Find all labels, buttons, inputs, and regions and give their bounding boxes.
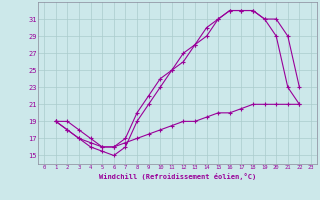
X-axis label: Windchill (Refroidissement éolien,°C): Windchill (Refroidissement éolien,°C) — [99, 173, 256, 180]
